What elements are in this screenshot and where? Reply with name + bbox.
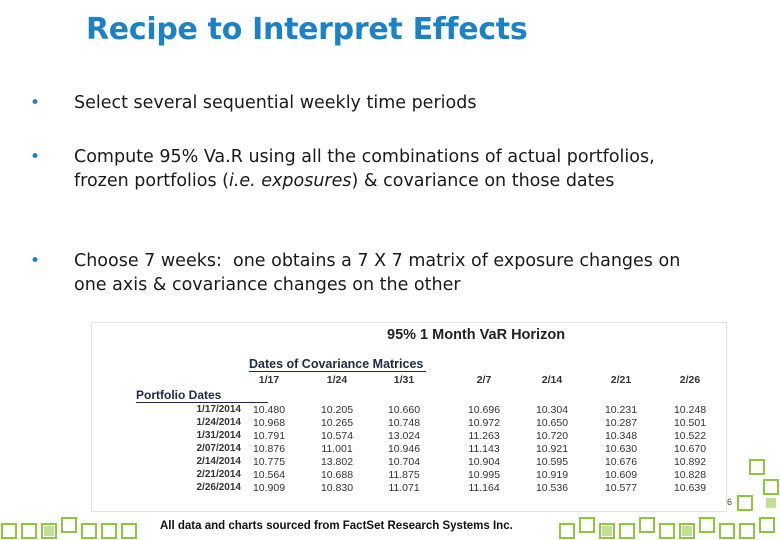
portfolio-date-label: 2/21/2014 bbox=[196, 469, 242, 480]
var-value-cell: 10.265 bbox=[320, 417, 354, 429]
column-header-7: 2/26 bbox=[679, 374, 701, 386]
source-footnote: All data and charts sourced from FactSet… bbox=[158, 520, 515, 532]
var-value-cell: 10.876 bbox=[252, 443, 286, 455]
var-value-cell: 10.536 bbox=[535, 482, 569, 494]
var-value-cell: 10.522 bbox=[673, 430, 707, 442]
var-value-cell: 10.660 bbox=[387, 404, 421, 416]
var-value-cell: 10.577 bbox=[604, 482, 638, 494]
column-header-3: 1/31 bbox=[393, 374, 415, 386]
var-value-cell: 10.248 bbox=[673, 404, 707, 416]
var-value-cell: 10.304 bbox=[535, 404, 569, 416]
portfolio-date-label: 2/07/2014 bbox=[196, 443, 242, 454]
portfolio-date-label: 2/14/2014 bbox=[196, 456, 242, 467]
var-value-cell: 11.071 bbox=[388, 482, 420, 494]
var-value-cell: 10.595 bbox=[535, 456, 569, 468]
var-value-cell: 10.205 bbox=[320, 404, 354, 416]
var-value-cell: 10.501 bbox=[673, 417, 707, 429]
var-value-cell: 11.143 bbox=[468, 443, 500, 455]
var-value-cell: 10.564 bbox=[252, 469, 286, 481]
portfolio-date-label: 1/31/2014 bbox=[196, 430, 242, 441]
var-value-cell: 10.995 bbox=[467, 469, 501, 481]
var-value-cell: 10.892 bbox=[673, 456, 707, 468]
var-value-cell: 10.650 bbox=[535, 417, 569, 429]
var-value-cell: 11.875 bbox=[388, 469, 420, 481]
bullet-text-1: Select several sequential weekly time pe… bbox=[74, 93, 477, 113]
portfolio-date-label: 2/26/2014 bbox=[196, 482, 242, 493]
var-value-cell: 10.287 bbox=[604, 417, 638, 429]
var-value-cell: 10.830 bbox=[320, 482, 354, 494]
column-header-1: 1/17 bbox=[258, 374, 280, 386]
var-value-cell: 10.748 bbox=[387, 417, 421, 429]
var-value-cell: 10.904 bbox=[467, 456, 501, 468]
var-value-cell: 10.909 bbox=[252, 482, 286, 494]
bullet-dot-icon: • bbox=[30, 251, 41, 271]
covariance-dates-label: Dates of Covariance Matrices bbox=[249, 357, 426, 372]
var-value-cell: 13.802 bbox=[320, 456, 354, 468]
var-value-cell: 10.630 bbox=[604, 443, 638, 455]
bullet-dot-icon: • bbox=[30, 93, 41, 113]
var-value-cell: 10.609 bbox=[604, 469, 638, 481]
page-number: 6 bbox=[727, 497, 733, 507]
var-value-cell: 11.263 bbox=[468, 430, 500, 442]
slide-title: Recipe to Interpret Effects bbox=[86, 12, 528, 47]
var-value-cell: 10.972 bbox=[467, 417, 501, 429]
var-value-cell: 10.946 bbox=[387, 443, 421, 455]
var-value-cell: 10.919 bbox=[535, 469, 569, 481]
side-decoration bbox=[737, 459, 779, 511]
var-value-cell: 10.670 bbox=[673, 443, 707, 455]
table-title: 95% 1 Month VaR Horizon bbox=[387, 327, 566, 343]
var-value-cell: 10.775 bbox=[252, 456, 286, 468]
portfolio-dates-label: Portfolio Dates bbox=[136, 388, 268, 403]
var-value-cell: 11.001 bbox=[321, 443, 353, 455]
var-value-cell: 10.480 bbox=[252, 404, 286, 416]
var-value-cell: 10.348 bbox=[604, 430, 638, 442]
var-value-cell: 10.704 bbox=[387, 456, 421, 468]
footer-decoration bbox=[1, 517, 775, 539]
var-value-cell: 10.968 bbox=[252, 417, 286, 429]
bullet-text-3: Choose 7 weeks: one obtains a 7 X 7 matr… bbox=[74, 251, 681, 295]
var-value-cell: 10.720 bbox=[535, 430, 569, 442]
var-value-cell: 13.024 bbox=[387, 430, 421, 442]
var-value-cell: 10.921 bbox=[535, 443, 569, 455]
var-value-cell: 10.688 bbox=[320, 469, 354, 481]
var-value-cell: 10.696 bbox=[467, 404, 501, 416]
portfolio-date-label: 1/24/2014 bbox=[196, 417, 242, 428]
column-header-4: 2/7 bbox=[476, 374, 492, 386]
column-header-6: 2/21 bbox=[610, 374, 632, 386]
var-value-cell: 10.828 bbox=[673, 469, 707, 481]
var-value-cell: 10.574 bbox=[320, 430, 354, 442]
var-value-cell: 10.231 bbox=[604, 404, 638, 416]
var-matrix-table: 95% 1 Month VaR Horizon Dates of Covaria… bbox=[91, 322, 727, 512]
bullet-text-2: Compute 95% Va.R using all the combinati… bbox=[74, 147, 655, 191]
bullet-dot-icon: • bbox=[30, 147, 41, 167]
var-value-cell: 11.164 bbox=[468, 482, 500, 494]
var-value-cell: 10.791 bbox=[252, 430, 286, 442]
var-value-cell: 10.676 bbox=[604, 456, 638, 468]
column-header-2: 1/24 bbox=[326, 374, 348, 386]
column-header-5: 2/14 bbox=[541, 374, 563, 386]
portfolio-date-label: 1/17/2014 bbox=[196, 404, 242, 415]
var-value-cell: 10.639 bbox=[673, 482, 707, 494]
